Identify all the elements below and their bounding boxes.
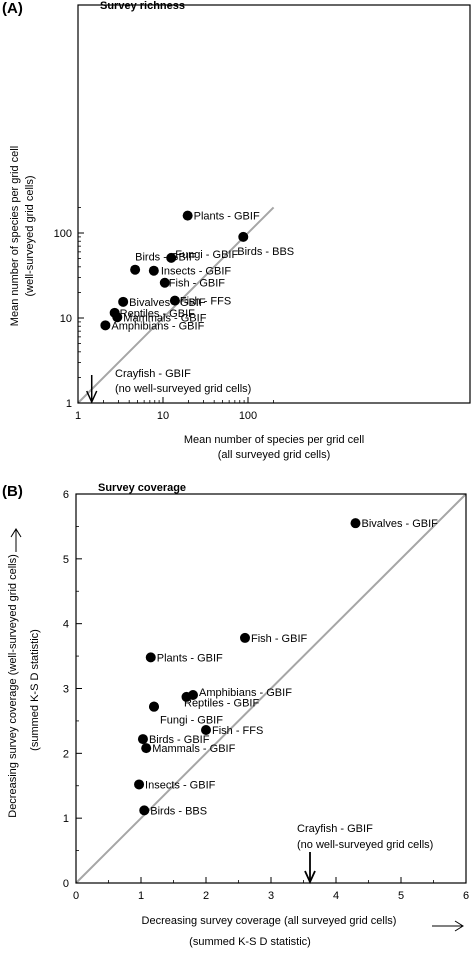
panel-a-point-label: Fish - GBIF [169,278,226,290]
panel-a-point [112,312,123,323]
panel-a-point-label: Reptiles - GBIF [120,308,195,320]
panel-b-point [201,724,211,735]
panel-a-point-label: Birds - BBS [237,246,294,258]
panel-a-point [166,252,177,263]
panel-a-y-tick-label: 10 [60,313,72,325]
panel-b-y-tick-label: 5 [63,554,69,566]
panel-a-point [238,231,249,242]
panel-b-y-tick-label: 0 [63,878,69,890]
panel-a-point [100,320,111,331]
panel-a-point [182,210,193,221]
panel-a-ylabel-1: Mean number of species per grid cell [9,146,21,326]
panel-b-x-tick-label: 1 [138,890,144,902]
panel-b-x-tick-label: 4 [333,890,339,902]
panel-b-point [350,518,361,529]
panel-b-point-label: Bivalves - GBIF [362,518,439,530]
panel-b-point-label: Birds - GBIF [149,734,210,746]
panel-b-point [145,652,156,663]
panel-a-point-label: Amphibians - GBIF [111,320,204,332]
panel-a-point-label: Plants - GBIF [194,211,260,223]
panel-a: (A) Survey richness Mean number of speci… [2,0,471,461]
panel-b-letter: (B) [2,483,23,500]
panel-b-point [181,691,192,702]
panel-b-x-tick-label: 3 [268,890,274,902]
panel-b-x-tick-label: 5 [398,890,404,902]
panel-a-letter: (A) [2,0,23,17]
panel-b-title: Survey coverage [98,482,186,494]
panel-b-y-direction-arrowhead [10,528,22,538]
panel-a-x-tick-label: 10 [157,410,169,422]
panel-b-x-tick-label: 6 [463,890,469,902]
panel-b-y-tick-label: 3 [63,684,69,696]
panel-a-point [169,295,180,306]
panel-a-point [118,296,129,307]
panel-a-title: Survey richness [100,0,185,12]
panel-a-point [130,264,141,275]
panel-a-point [148,265,159,276]
panel-a-point-label: Mammals - GBIF [123,312,206,324]
panel-a-point-label: Insects - GBIF [161,266,232,278]
panel-b-point-label: Insects - GBIF [145,779,216,791]
panel-a-xlabel-1: Mean number of species per grid cell [184,434,364,446]
panel-b-point-label: Reptiles - GBIF [184,698,259,710]
panel-a-point-label: Fish - FFS [180,296,231,308]
panel-b-x-tick-label: 0 [73,890,79,902]
panel-a-y-tick-label: 100 [54,228,72,240]
panel-a-point [159,277,170,288]
panel-a-point-label: Birds - GBIF [135,252,196,264]
panel-b-point [137,734,148,745]
panel-b-crayfish-arrowhead [304,870,316,885]
panel-a-x-tick-label: 1 [75,410,81,422]
panel-b-y-tick-label: 2 [63,748,69,760]
panel-a-point-label: Bivalves - GBIF [129,297,206,309]
panel-b-point [139,805,150,816]
panel-b-point-label: Plants - GBIF [157,652,223,664]
panel-a-xlabel-2: (all surveyed grid cells) [218,449,330,461]
panel-b-xlabel-2: (summed K-S D statistic) [189,936,311,948]
panel-b-x-tick-label: 2 [203,890,209,902]
panel-b-point-label: Fungi - GBIF [160,715,223,727]
panel-b-point-label: Fish - FFS [212,725,263,737]
panel-a-x-tick-label: 100 [239,410,257,422]
panel-b-point-label: Birds - BBS [150,805,207,817]
panel-b-point [240,632,250,643]
panel-b-reference-line [75,493,467,884]
panel-b-xlabel-1: Decreasing survey coverage (all surveyed… [142,915,397,927]
panel-b-x-direction-arrowhead [454,920,464,932]
panel-a-crayfish-note: (no well-surveyed grid cells) [115,383,251,395]
panel-b: (B) Survey coverage Decreasing survey co… [2,482,469,948]
panel-b-ylabel-2: (summed K-S D statistic) [29,629,41,751]
panel-b-point [141,743,152,754]
panel-b-crayfish-label: Crayfish - GBIF [297,823,373,835]
panel-b-y-tick-label: 4 [63,619,69,631]
panel-b-point [134,779,145,790]
panel-b-y-tick-label: 1 [63,813,69,825]
panel-a-ylabel-2: (well-surveyed grid cells) [24,175,36,296]
panel-a-crayfish-arrowhead [86,390,98,404]
panel-b-y-tick-label: 6 [63,489,69,501]
panel-b-point [149,701,159,712]
panel-a-point-label: Fungi - GBIF [175,249,238,261]
panel-b-point-label: Mammals - GBIF [152,743,235,755]
panel-b-point-label: Amphibians - GBIF [199,687,292,699]
panel-a-crayfish-label: Crayfish - GBIF [115,368,191,380]
panel-a-y-tick-label: 1 [66,398,72,410]
panel-b-point-label: Fish - GBIF [251,633,308,645]
panel-a-plot-frame [77,4,471,404]
panel-b-ylabel-1: Decreasing survey coverage (well-surveye… [7,554,19,818]
panel-b-crayfish-note: (no well-surveyed grid cells) [297,839,433,851]
